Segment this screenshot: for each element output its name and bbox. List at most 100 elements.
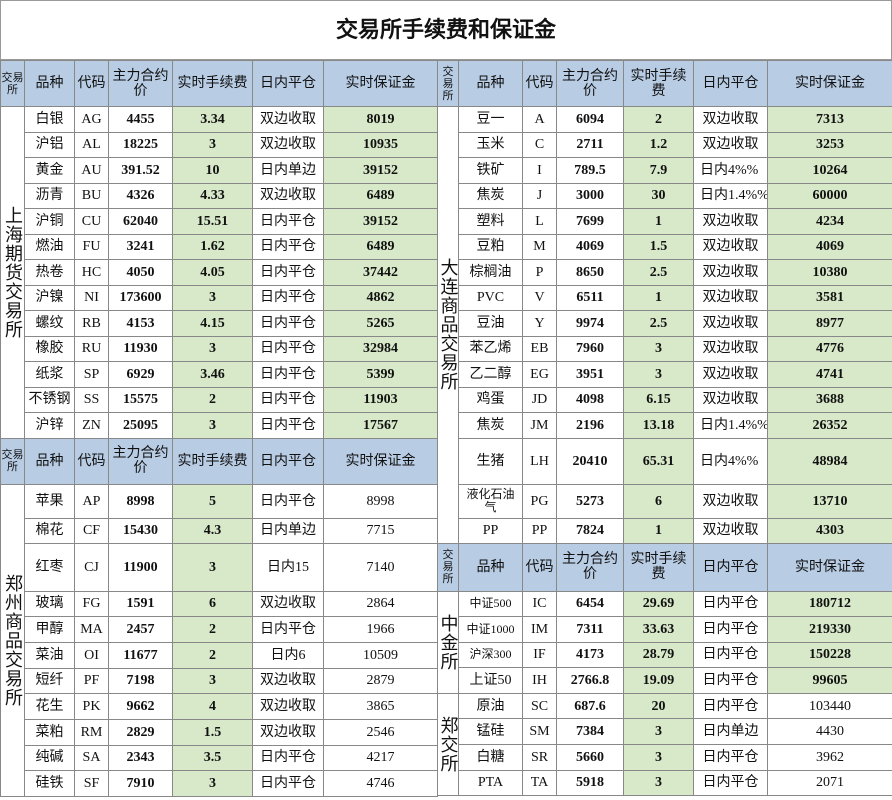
fee-cell: 7.9 (623, 157, 694, 184)
code-cell: OI (74, 641, 109, 669)
price-cell: 4069 (556, 233, 624, 260)
margin-cell: 219330 (767, 616, 892, 643)
margin-cell: 10509 (323, 641, 438, 669)
code-cell: EG (522, 361, 557, 388)
name-cell: 红枣 (24, 542, 75, 592)
header-cell: 交易所 (0, 60, 25, 107)
margin-cell: 3253 (767, 131, 892, 158)
name-cell: 塑料 (458, 208, 523, 235)
price-cell: 25095 (108, 412, 173, 439)
name-cell: 苯乙烯 (458, 335, 523, 362)
exchange-cell: 上海期货交易所 (0, 106, 25, 439)
name-cell: 白糖 (458, 744, 523, 771)
data-row: PP PP 7824 1 双边收取 4303 (438, 517, 892, 544)
fee-cell: 20 (623, 692, 694, 720)
price-cell: 8998 (108, 483, 173, 519)
intraday-cell: 日内平仓 (693, 590, 768, 618)
margin-cell: 5399 (323, 361, 438, 388)
data-row: 郑州商品交易所 苹果 AP 8998 5 日内平仓 8998 (0, 483, 438, 797)
intraday-cell: 双边收取 (693, 361, 768, 388)
name-cell: 纯碱 (24, 744, 75, 772)
data-row: 中金所 中证500 IC 6454 29.69 日内平仓 180712 (437, 590, 892, 694)
name-cell: 豆一 (458, 106, 523, 133)
name-cell: 棉花 (24, 517, 75, 544)
header-cell: 主力合约价 (108, 60, 173, 107)
name-cell: 苹果 (24, 483, 75, 519)
data-row: 棕榈油 P 8650 2.5 双边收取 10380 (438, 259, 892, 286)
data-row: 红枣 CJ 11900 3 日内15 7140 (1, 542, 438, 592)
intraday-cell: 日内15 (252, 542, 324, 592)
price-cell: 7384 (556, 718, 624, 746)
header-row: 交易所 品种 代码 主力合约价 实时手续费 日内平仓 实时保证金 (437, 60, 892, 107)
intraday-cell: 日内1.4%% (693, 412, 768, 439)
data-row: 菜粕 RM 2829 1.5 双边收取 2546 (1, 718, 438, 746)
intraday-cell: 日内平仓 (252, 483, 324, 519)
intraday-cell: 日内平仓 (693, 641, 768, 669)
data-row: 白糖 SR 5660 3 日内平仓 3962 (438, 744, 892, 771)
data-row: 沪深300 IF 4173 28.79 日内平仓 150228 (438, 641, 892, 669)
code-cell: SR (522, 744, 557, 771)
price-cell: 2196 (556, 412, 624, 439)
price-cell: 5918 (556, 769, 624, 797)
data-row: 生猪 LH 20410 65.31 日内4%% 48984 (438, 437, 892, 485)
price-cell: 4050 (108, 259, 173, 286)
header-cell: 交易所 (437, 542, 459, 592)
data-row: 郑交所 原油 SC 687.6 20 日内平仓 103440 (437, 692, 892, 797)
fee-cell: 4 (172, 693, 253, 720)
name-cell: 黄金 (24, 157, 75, 184)
data-row: 沪铜 CU 62040 15.51 日内平仓 39152 (1, 208, 438, 235)
name-cell: 花生 (24, 693, 75, 720)
header-row: 交易所 品种 代码 主力合约价 实时手续费 日内平仓 实时保证金 (0, 437, 438, 485)
intraday-cell: 双边收取 (693, 106, 768, 133)
name-cell: 燃油 (24, 233, 75, 260)
name-cell: 沪铜 (24, 208, 75, 235)
fee-cell: 3 (172, 412, 253, 439)
price-cell: 7198 (108, 667, 173, 695)
code-cell: AL (74, 131, 109, 158)
code-cell: EB (522, 335, 557, 362)
code-cell: A (522, 106, 557, 133)
name-cell: 焦炭 (458, 412, 523, 439)
margin-cell: 103440 (767, 692, 892, 720)
header-cell: 代码 (74, 437, 109, 485)
data-row: 上海期货交易所 白银 AG 4455 3.34 双边收取 8019 (0, 106, 438, 439)
name-cell: 铁矿 (458, 157, 523, 184)
fee-cell: 1.5 (623, 233, 694, 260)
code-cell: FG (74, 590, 109, 618)
fee-cell: 6.15 (623, 386, 694, 413)
name-cell: 沪镍 (24, 284, 75, 311)
price-cell: 4173 (556, 641, 624, 669)
margin-cell: 4069 (767, 233, 892, 260)
fee-cell: 28.79 (623, 641, 694, 669)
fee-cell: 3 (172, 335, 253, 362)
data-row: 沥青 BU 4326 4.33 双边收取 6489 (1, 182, 438, 209)
price-cell: 3241 (108, 233, 173, 260)
margin-cell: 4430 (767, 718, 892, 746)
name-cell: 纸浆 (24, 361, 75, 388)
fee-cell: 2.5 (623, 310, 694, 337)
name-cell: 液化石油气 (458, 483, 523, 519)
intraday-cell: 双边收取 (693, 517, 768, 544)
margin-cell: 8998 (323, 483, 438, 519)
data-row: 乙二醇 EG 3951 3 双边收取 4741 (438, 361, 892, 388)
price-cell: 3000 (556, 182, 624, 209)
fee-cell: 2 (172, 386, 253, 413)
intraday-cell: 日内单边 (693, 718, 768, 746)
code-cell: CU (74, 208, 109, 235)
fee-cell: 13.18 (623, 412, 694, 439)
intraday-cell: 日内平仓 (252, 770, 324, 797)
margin-cell: 99605 (767, 667, 892, 694)
exchange-cell: 郑交所 (437, 692, 459, 797)
price-cell: 2343 (108, 744, 173, 772)
name-cell: 甲醇 (24, 616, 75, 643)
code-cell: SA (74, 744, 109, 772)
price-cell: 2711 (556, 131, 624, 158)
margin-cell: 3581 (767, 284, 892, 311)
header-cell: 日内平仓 (693, 60, 768, 107)
price-cell: 173600 (108, 284, 173, 311)
name-cell: 硅铁 (24, 770, 75, 797)
header-cell: 代码 (522, 60, 557, 107)
intraday-cell: 日内4%% (693, 157, 768, 184)
code-cell: AP (74, 483, 109, 519)
